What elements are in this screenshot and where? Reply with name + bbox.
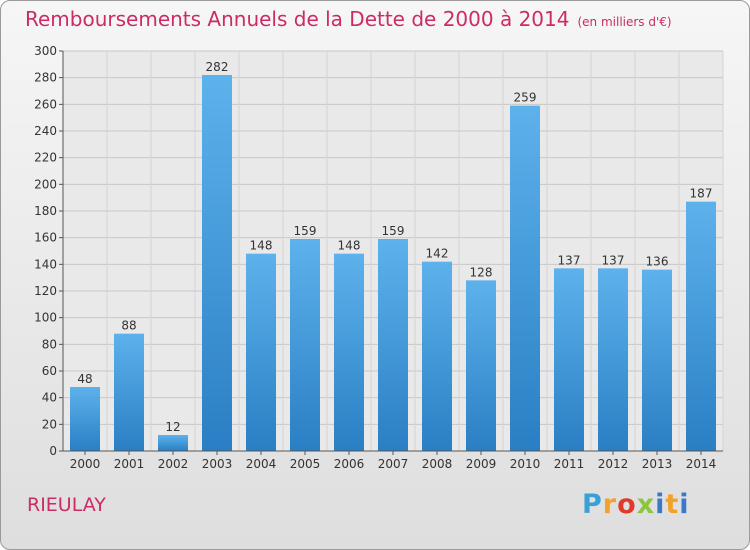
x-tick-label: 2012 <box>598 457 629 471</box>
bar <box>422 261 452 451</box>
bar <box>642 269 672 451</box>
y-tick-label: 280 <box>34 71 57 85</box>
bar-value-label: 12 <box>165 420 180 434</box>
chart-title: Remboursements Annuels de la Dette de 20… <box>25 7 672 31</box>
bar <box>114 333 144 451</box>
bar-value-label: 148 <box>338 239 361 253</box>
y-tick-label: 80 <box>42 337 57 351</box>
y-tick-label: 40 <box>42 391 57 405</box>
bar <box>686 201 716 451</box>
bar-value-label: 148 <box>250 239 273 253</box>
bar <box>334 253 364 451</box>
y-tick-label: 0 <box>49 444 57 458</box>
logo-letter: i <box>679 489 690 520</box>
chart-subtitle: (en milliers d'€) <box>577 15 672 29</box>
bar-value-label: 88 <box>121 319 136 333</box>
chart-title-text: Remboursements Annuels de la Dette de 20… <box>25 7 570 31</box>
y-tick-label: 120 <box>34 284 57 298</box>
bar <box>378 239 408 451</box>
bar <box>290 239 320 451</box>
x-tick-label: 2003 <box>202 457 233 471</box>
bar-value-label: 128 <box>470 265 493 279</box>
logo-letter: P <box>582 489 603 520</box>
y-tick-label: 60 <box>42 364 57 378</box>
bar-value-label: 159 <box>294 224 317 238</box>
x-tick-label: 2014 <box>686 457 717 471</box>
x-tick-label: 2009 <box>466 457 497 471</box>
x-tick-label: 2013 <box>642 457 673 471</box>
bar-value-label: 159 <box>382 224 405 238</box>
bar <box>246 253 276 451</box>
bar <box>510 105 540 452</box>
bar <box>598 268 628 451</box>
logo-letter: x <box>636 489 656 520</box>
bar-value-label: 187 <box>690 187 713 201</box>
logo-letter: r <box>602 489 618 520</box>
logo-letter: i <box>655 489 666 520</box>
bar-value-label: 48 <box>77 372 92 386</box>
x-tick-label: 2005 <box>290 457 321 471</box>
y-tick-label: 260 <box>34 97 57 111</box>
y-tick-label: 20 <box>42 417 57 431</box>
x-tick-label: 2002 <box>158 457 189 471</box>
bar-value-label: 137 <box>602 253 625 267</box>
y-tick-label: 180 <box>34 204 57 218</box>
bar-value-label: 282 <box>206 60 229 74</box>
bar-value-label: 142 <box>426 247 449 261</box>
x-tick-label: 2000 <box>70 457 101 471</box>
x-tick-label: 2004 <box>246 457 277 471</box>
y-tick-label: 100 <box>34 311 57 325</box>
bar <box>70 387 100 451</box>
y-tick-label: 200 <box>34 177 57 191</box>
x-tick-label: 2006 <box>334 457 365 471</box>
x-tick-label: 2010 <box>510 457 541 471</box>
x-tick-label: 2007 <box>378 457 409 471</box>
y-tick-label: 160 <box>34 231 57 245</box>
bar <box>202 75 232 451</box>
x-tick-label: 2011 <box>554 457 585 471</box>
bar <box>158 435 188 451</box>
y-tick-label: 220 <box>34 151 57 165</box>
x-tick-label: 2001 <box>114 457 145 471</box>
y-tick-label: 300 <box>34 44 57 58</box>
city-name: RIEULAY <box>27 494 106 516</box>
y-tick-label: 240 <box>34 124 57 138</box>
proxiti-logo: Proxiti <box>582 489 690 520</box>
x-tick-label: 2008 <box>422 457 453 471</box>
logo-letter: t <box>665 489 680 520</box>
bar <box>554 268 584 451</box>
bar <box>466 280 496 451</box>
logo-letter: o <box>617 489 637 520</box>
bar-value-label: 137 <box>558 253 581 267</box>
bar-value-label: 259 <box>514 91 537 105</box>
y-tick-label: 140 <box>34 257 57 271</box>
bar-value-label: 136 <box>646 255 669 269</box>
